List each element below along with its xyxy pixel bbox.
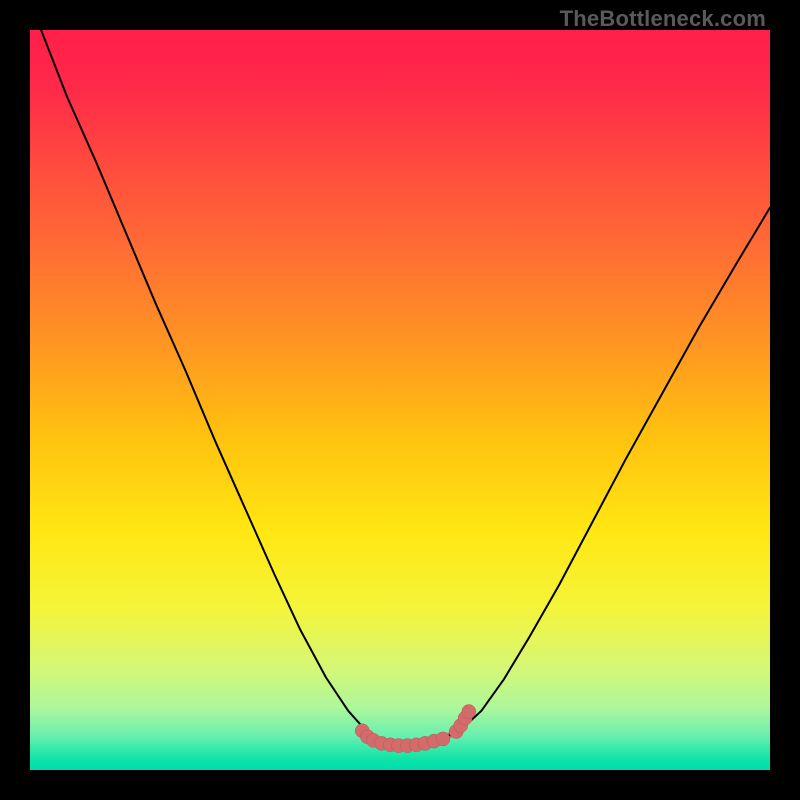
- plot-area: [30, 30, 770, 770]
- watermark-text: TheBottleneck.com: [560, 6, 766, 32]
- v-curve: [41, 30, 770, 744]
- data-dot: [436, 732, 450, 746]
- data-dot: [462, 705, 476, 719]
- data-dots: [355, 705, 476, 753]
- curve-layer: [30, 30, 770, 770]
- chart-frame: TheBottleneck.com: [0, 0, 800, 800]
